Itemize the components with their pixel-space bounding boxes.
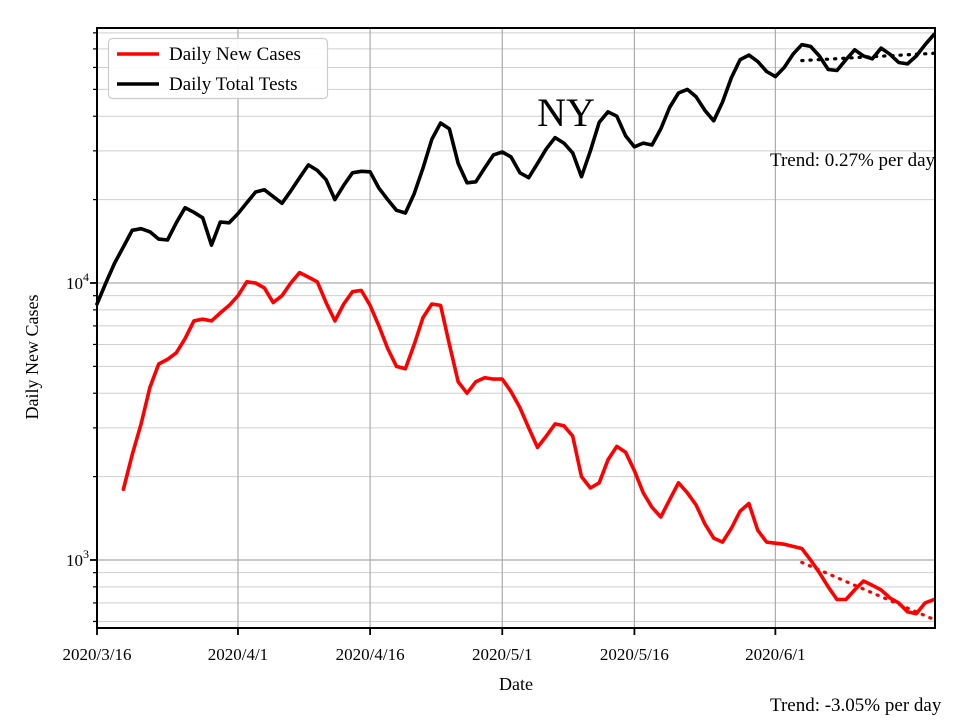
x-tick-label: 2020/6/1: [745, 645, 805, 664]
daily-new-cases-line: [121, 270, 936, 616]
major-gridlines: [96, 28, 935, 628]
daily-total-tests-line: [95, 32, 936, 306]
x-tick-label: 2020/5/16: [600, 645, 669, 664]
x-tick-label: 2020/5/1: [472, 645, 532, 664]
axis-ticks: [90, 32, 777, 635]
tests-trend-line: [800, 51, 936, 63]
cases-trend-label: Trend: -3.05% per day: [770, 695, 942, 716]
x-axis-label: Date: [499, 674, 533, 694]
y-tick-label: 104: [66, 270, 89, 293]
y-tick-labels: 104 103: [66, 270, 89, 570]
legend-box: [107, 37, 329, 100]
x-tick-label: 2020/4/1: [208, 645, 268, 664]
minor-gridlines: [97, 32, 935, 622]
y-axis-label: Daily New Cases: [22, 295, 42, 420]
state-annotation: NY: [537, 90, 595, 135]
plot-border: [96, 27, 936, 629]
cases-trend-line: [800, 560, 936, 622]
legend-label-tests: Daily Total Tests: [169, 74, 298, 95]
y-tick-label: 103: [66, 547, 89, 570]
tests-trend-label: Trend: 0.27% per day: [770, 150, 935, 171]
data-series: [95, 32, 936, 622]
x-tick-labels: 2020/3/16 2020/4/1 2020/4/16 2020/5/1 2020/5…: [63, 645, 806, 664]
legend-label-cases: Daily New Cases: [169, 44, 301, 65]
x-tick-label: 2020/4/16: [336, 645, 405, 664]
legend: Daily New Cases Daily Total Tests: [107, 37, 329, 100]
x-tick-label: 2020/3/16: [63, 645, 132, 664]
